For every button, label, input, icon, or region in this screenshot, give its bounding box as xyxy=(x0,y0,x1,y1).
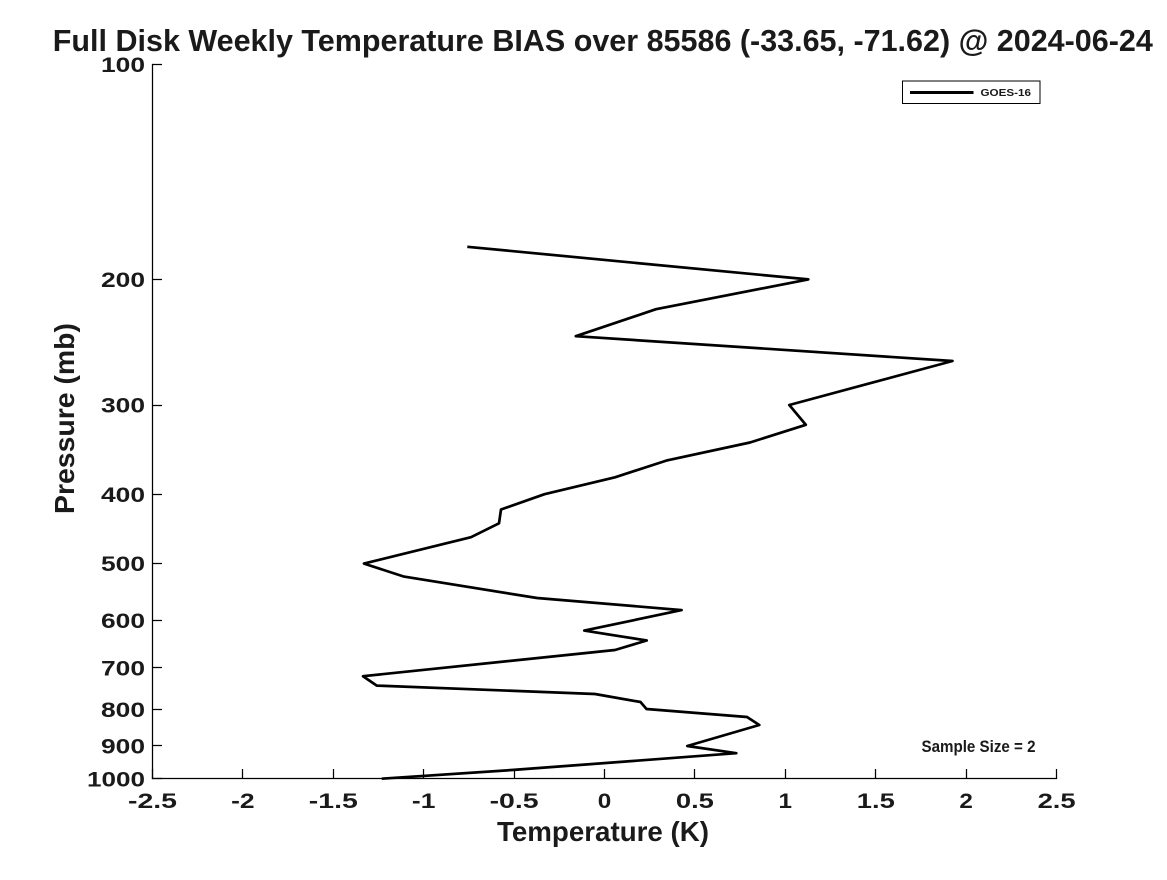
svg-text:400: 400 xyxy=(101,483,145,507)
svg-text:GOES-16: GOES-16 xyxy=(981,87,1032,99)
svg-text:300: 300 xyxy=(101,394,145,418)
svg-text:-0.5: -0.5 xyxy=(490,789,539,813)
svg-text:500: 500 xyxy=(101,552,145,576)
svg-text:200: 200 xyxy=(101,268,145,292)
svg-text:900: 900 xyxy=(101,735,145,759)
svg-text:2.5: 2.5 xyxy=(1038,789,1076,813)
svg-text:-2.5: -2.5 xyxy=(128,789,177,813)
svg-text:Pressure (mb): Pressure (mb) xyxy=(49,323,80,514)
svg-text:0: 0 xyxy=(598,789,612,813)
svg-text:100: 100 xyxy=(101,53,145,77)
svg-text:1: 1 xyxy=(779,789,793,813)
svg-text:700: 700 xyxy=(101,657,145,681)
svg-text:-1: -1 xyxy=(412,789,436,813)
svg-text:800: 800 xyxy=(101,698,145,722)
svg-text:-1.5: -1.5 xyxy=(309,789,358,813)
svg-text:1000: 1000 xyxy=(87,767,145,791)
svg-text:0.5: 0.5 xyxy=(676,789,714,813)
svg-text:2: 2 xyxy=(959,789,973,813)
svg-text:Temperature (K): Temperature (K) xyxy=(497,816,709,847)
svg-text:Sample Size = 2: Sample Size = 2 xyxy=(922,737,1036,756)
svg-text:-2: -2 xyxy=(231,789,255,813)
svg-text:Full Disk Weekly Temperature B: Full Disk Weekly Temperature BIAS over 8… xyxy=(53,24,1153,58)
svg-text:1.5: 1.5 xyxy=(857,789,895,813)
svg-text:600: 600 xyxy=(101,609,145,633)
